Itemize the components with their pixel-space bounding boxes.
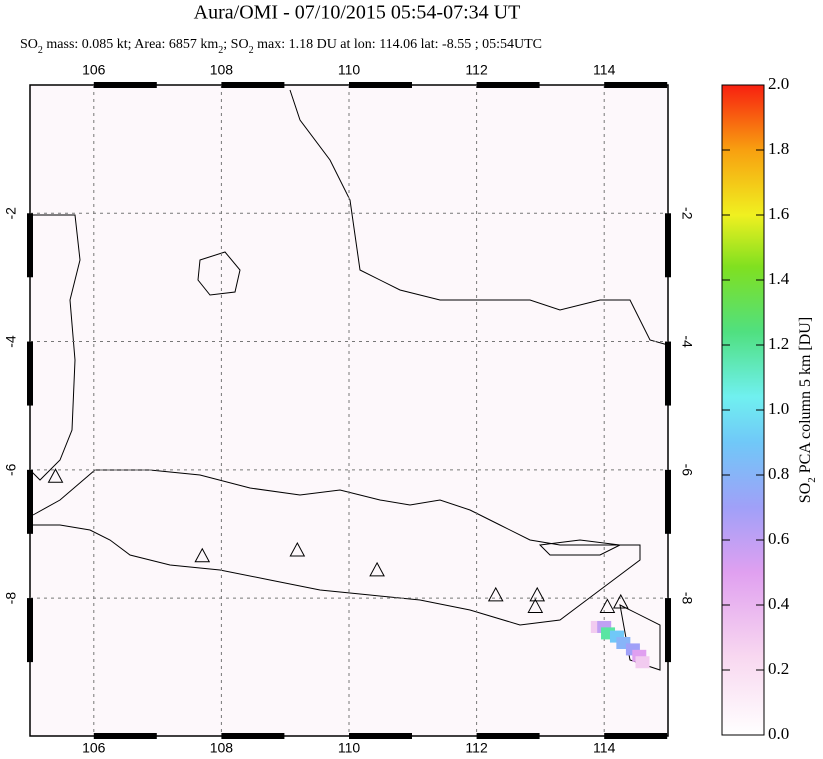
y-tick-label: -4 (679, 335, 695, 348)
colorbar-tick-label: 0.2 (768, 659, 789, 678)
so2-pixel (635, 656, 650, 669)
subtitle: SO2 mass: 0.085 kt; Area: 6857 km2; SO2 … (20, 37, 542, 56)
x-tick-bar (221, 733, 285, 739)
x-tick-label: 108 (210, 62, 234, 78)
madura-coast (538, 539, 622, 556)
volcano-marker (289, 541, 306, 557)
x-tick-label: 106 (82, 740, 106, 756)
y-tick-label: -4 (3, 335, 19, 348)
x-tick-bar (221, 82, 285, 88)
colorbar-tick-label: 0.6 (768, 529, 789, 548)
x-tick-label: 112 (465, 740, 488, 756)
subscript: 2 (249, 45, 254, 56)
x-tick-label: 110 (338, 62, 361, 78)
volcano-marker (612, 593, 629, 609)
y-tick-label: -6 (679, 464, 695, 477)
y-tick-bar (665, 469, 671, 534)
volcano-marker (529, 586, 546, 602)
x-tick-label: 108 (210, 740, 234, 756)
colorbar-tick-label: 1.4 (768, 269, 790, 288)
x-tick-bar (476, 733, 540, 739)
x-tick-label: 112 (465, 62, 488, 78)
text-part: SO (20, 37, 38, 52)
y-tick-bar (27, 469, 33, 534)
colorbar-tick-label: 2.0 (768, 74, 789, 93)
java-coast (32, 469, 641, 626)
text-part: PCA column 5 km [DU] (797, 317, 814, 477)
x-tick-bar (604, 82, 668, 88)
volcano-marker (527, 598, 544, 613)
x-tick-bar (349, 733, 412, 739)
text-part: max: 1.18 DU at lon: 114.06 lat: -8.55 ;… (254, 37, 542, 52)
text-part: ; SO (223, 37, 248, 52)
subscript: 2 (218, 45, 223, 56)
x-tick-label: 106 (82, 62, 106, 78)
y-tick-bar (665, 341, 671, 406)
x-tick-bar (93, 82, 157, 88)
volcano-marker (194, 547, 211, 563)
y-tick-bar (665, 213, 671, 278)
colorbar-tick-label: 1.6 (768, 204, 789, 223)
x-tick-label: 114 (593, 62, 616, 78)
volcano-marker (47, 468, 64, 483)
x-tick-label: 114 (593, 740, 616, 756)
y-tick-bar (27, 341, 33, 406)
volcano-marker (599, 598, 616, 613)
subscript: 2 (38, 45, 43, 56)
colorbar-tick-label: 0.0 (768, 724, 789, 743)
subscript: 2 (806, 477, 818, 483)
y-tick-label: -8 (679, 592, 695, 605)
y-tick-label: -2 (679, 207, 695, 220)
colorbar-tick-label: 1.8 (768, 139, 789, 158)
colorbar-tick-label: 1.2 (768, 334, 789, 353)
y-tick-bar (665, 598, 671, 663)
volcano-marker (369, 561, 385, 577)
y-tick-label: -2 (3, 207, 19, 220)
map-background (30, 85, 668, 736)
x-tick-bar (349, 82, 412, 88)
colorbar-tick-label: 1.0 (768, 399, 789, 418)
colorbar-label: SO2 PCA column 5 km [DU] (797, 317, 818, 503)
sumatra-coast (29, 214, 81, 481)
x-tick-bar (604, 733, 668, 739)
borneo-coast (289, 89, 669, 346)
colorbar-tick-label: 0.8 (768, 464, 789, 483)
y-tick-bar (27, 598, 33, 663)
y-tick-bar (27, 213, 33, 278)
x-tick-label: 110 (338, 740, 361, 756)
volcano-marker (487, 586, 504, 602)
belitung-coast (197, 251, 241, 296)
y-tick-label: -8 (3, 592, 19, 605)
colorbar-tick-label: 0.4 (768, 594, 790, 613)
text-part: SO (797, 483, 814, 503)
text-part: mass: 0.085 kt; Area: 6857 km (43, 37, 218, 52)
y-tick-label: -6 (3, 463, 19, 476)
title: Aura/OMI - 07/10/2015 05:54-07:34 UT (194, 2, 521, 24)
x-tick-bar (476, 82, 540, 88)
x-tick-bar (93, 733, 157, 739)
